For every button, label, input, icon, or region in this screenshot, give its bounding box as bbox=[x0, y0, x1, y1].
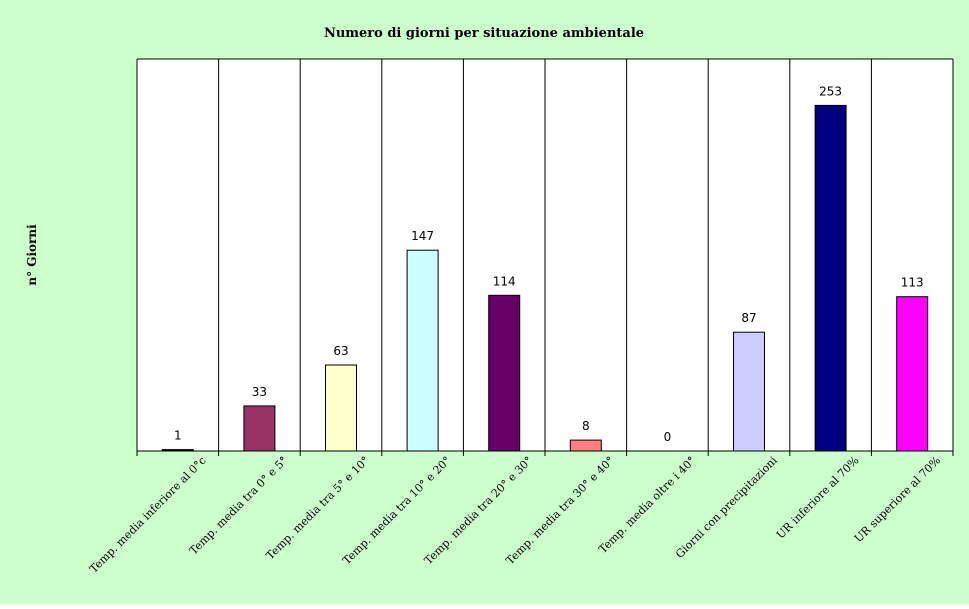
chart-title: Numero di giorni per situazione ambienta… bbox=[324, 26, 644, 41]
bar-value-label: 8 bbox=[582, 419, 590, 433]
bar-value-label: 114 bbox=[493, 274, 516, 288]
bar-value-label: 113 bbox=[901, 276, 924, 290]
category-dividers bbox=[136, 58, 954, 451]
x-axis-ticks bbox=[136, 451, 954, 456]
bars-group bbox=[161, 104, 929, 452]
bar-value-label: 0 bbox=[664, 430, 672, 444]
bar-value-label: 253 bbox=[819, 84, 842, 98]
value-labels-group: 1 33 63 147 114 8 0 87 253 113 bbox=[174, 84, 924, 444]
bar bbox=[406, 249, 439, 452]
bar bbox=[243, 405, 276, 452]
bar bbox=[325, 364, 357, 452]
bar-value-label: 147 bbox=[411, 229, 434, 243]
bar bbox=[896, 296, 929, 452]
y-axis-label: n° Giorni bbox=[25, 224, 39, 286]
bar-value-label: 63 bbox=[333, 344, 348, 358]
bar-value-label: 87 bbox=[741, 311, 756, 325]
bar bbox=[733, 331, 765, 452]
bar-value-label: 1 bbox=[174, 429, 182, 443]
bar bbox=[569, 439, 602, 452]
bar-value-label: 33 bbox=[252, 385, 267, 399]
bar bbox=[814, 104, 847, 452]
bar bbox=[488, 294, 521, 452]
